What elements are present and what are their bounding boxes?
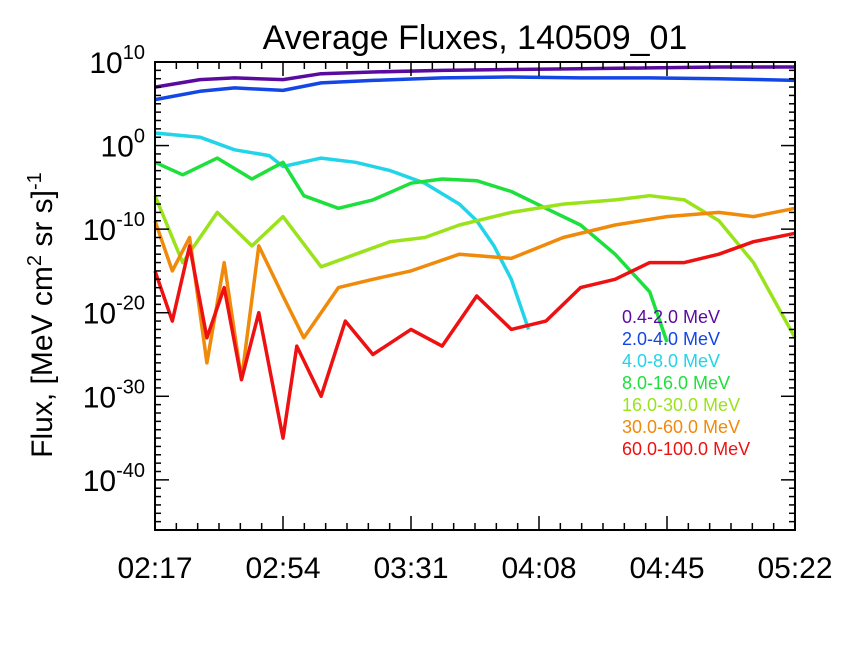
y-tick-base: 10 [83, 214, 116, 247]
y-tick-base: 10 [89, 47, 122, 80]
legend-entry-4: 8.0-16.0 MeV [622, 373, 730, 393]
y-axis-label: Flux, [MeV cm2 sr s]-1 [24, 172, 59, 458]
y-tick-base: 10 [83, 381, 116, 414]
y-tick-label: 10-20 [83, 293, 145, 331]
y-tick-label: 100 [101, 126, 146, 164]
y-axis-label-sup-2: 2 [24, 255, 46, 266]
series-line-2 [154, 75, 796, 102]
y-tick-exponent: -30 [116, 376, 145, 398]
series-line-3 [154, 131, 531, 330]
series-line-4 [154, 156, 669, 343]
x-tick-label: 04:45 [629, 552, 704, 585]
y-tick-label: 1010 [89, 42, 145, 80]
y-tick-label: 10-30 [83, 376, 145, 414]
y-axis-label-sup-1: -1 [24, 172, 46, 190]
y-tick-exponent: -10 [116, 209, 145, 231]
y-tick-label: 10-40 [83, 460, 145, 498]
y-tick-base: 10 [101, 131, 134, 164]
y-tick-exponent: -40 [116, 460, 145, 482]
x-tick-label: 03:31 [373, 552, 448, 585]
y-tick-exponent: 0 [134, 126, 145, 148]
legend-entry-2: 2.0-4.0 MeV [622, 329, 720, 349]
y-axis-label-main: Flux, [MeV cm [26, 266, 59, 458]
y-tick-base: 10 [83, 298, 116, 331]
x-tick-label: 02:54 [245, 552, 320, 585]
legend-entry-7: 60.0-100.0 MeV [622, 439, 750, 459]
legend-entry-3: 4.0-8.0 MeV [622, 351, 720, 371]
y-tick-base: 10 [83, 465, 116, 498]
series-layer [153, 65, 797, 440]
y-axis-label-rest: sr s] [26, 190, 59, 255]
y-tick-exponent: -20 [116, 293, 145, 315]
series-line-5 [153, 193, 797, 339]
x-tick-label: 04:08 [501, 552, 576, 585]
chart-title: Average Fluxes, 140509_01 [263, 19, 688, 57]
x-tick-label: 02:17 [117, 552, 192, 585]
y-tick-label: 10-10 [83, 209, 145, 247]
series-line-6 [153, 206, 796, 382]
legend-entry-1: 0.4-2.0 MeV [622, 307, 720, 327]
y-tick-exponent: 10 [123, 42, 145, 64]
x-tick-label: 05:22 [757, 552, 832, 585]
legend-entry-6: 30.0-60.0 MeV [622, 417, 740, 437]
series-line-1 [154, 65, 795, 89]
series-line-7 [153, 231, 796, 440]
legend-entry-5: 16.0-30.0 MeV [622, 395, 740, 415]
